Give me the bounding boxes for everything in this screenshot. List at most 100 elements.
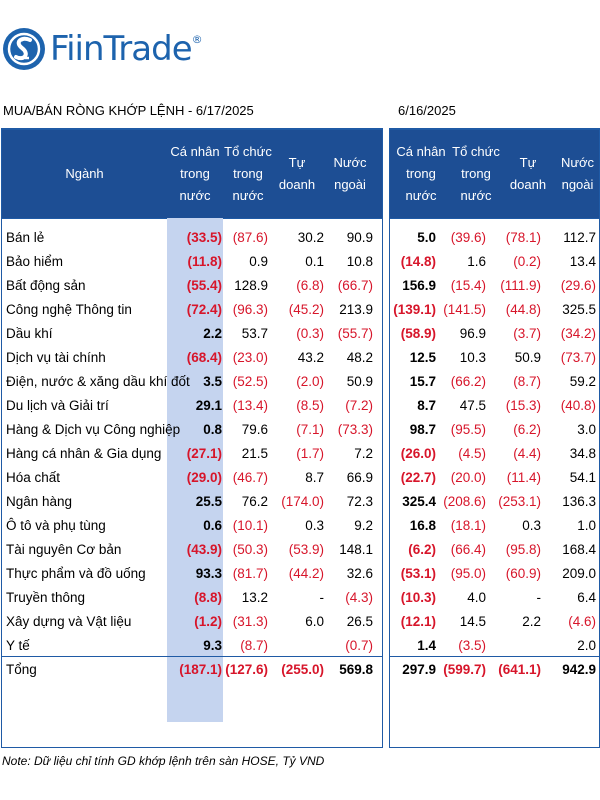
table-row: Bảo hiểm (11.8) 0.9 0.1 10.8: [2, 250, 382, 274]
table-row: Công nghệ Thông tin (72.4) (96.3) (45.2) 213…: [2, 298, 382, 322]
total-row: 297.9 (599.7) (641.1) 942.9: [390, 658, 599, 682]
foreign-value: 59.2: [569, 374, 596, 389]
proprietary-value: 6.0: [305, 614, 324, 629]
individual-value: (68.4): [186, 350, 222, 365]
brand-name: FiinTrade®: [50, 29, 203, 69]
table-row: Bất động sản (55.4) 128.9 (6.8) (66.7): [2, 274, 382, 298]
institution-value: (18.1): [450, 518, 486, 533]
individual-value: (27.1): [186, 446, 222, 461]
institution-value: (13.4): [232, 398, 268, 413]
header-foreign: Nước ngoài: [560, 155, 595, 192]
table-row: (12.1) 14.5 2.2 (4.6): [390, 610, 599, 634]
proprietary-value: 30.2: [297, 230, 324, 245]
foreign-value: (66.7): [337, 278, 373, 293]
institution-value: (52.5): [232, 374, 268, 389]
table-row: 5.0 (39.6) (78.1) 112.7: [390, 226, 599, 250]
proprietary-value: -: [319, 590, 325, 605]
table-row: (10.3) 4.0 - 6.4: [390, 586, 599, 610]
individual-value: 0.6: [203, 518, 222, 533]
institution-value: 47.5: [459, 398, 486, 413]
table-row: Truyền thông (8.8) 13.2 - (4.3): [2, 586, 382, 610]
individual-value: (33.5): [186, 230, 222, 245]
foreign-value: 72.3: [346, 494, 373, 509]
institution-value: 21.5: [241, 446, 268, 461]
proprietary-value: 0.3: [522, 518, 541, 533]
right-table-title: 6/16/2025: [398, 103, 456, 118]
individual-value: (55.4): [186, 278, 222, 293]
table-row: (14.8) 1.6 (0.2) 13.4: [390, 250, 599, 274]
individual-value: 98.7: [409, 422, 436, 437]
individual-value: 9.3: [203, 638, 222, 653]
foreign-value: (55.7): [337, 326, 373, 341]
proprietary-value: (641.1): [498, 662, 541, 677]
individual-value: 3.5: [203, 374, 222, 389]
table-row: Xây dựng và Vật liệu (1.2) (31.3) 6.0 26.5: [2, 610, 382, 634]
table-row: Tài nguyên Cơ bản (43.9) (50.3) (53.9) 148.1: [2, 538, 382, 562]
institution-value: 14.5: [459, 614, 486, 629]
individual-value: 2.2: [203, 326, 222, 341]
institution-value: (66.2): [450, 374, 486, 389]
foreign-value: (4.6): [568, 614, 596, 629]
table-row: 325.4 (208.6) (253.1) 136.3: [390, 490, 599, 514]
table-row: Hóa chất (29.0) (46.7) 8.7 66.9: [2, 466, 382, 490]
table-row: (53.1) (95.0) (60.9) 209.0: [390, 562, 599, 586]
proprietary-value: -: [536, 590, 542, 605]
foreign-value: 9.2: [354, 518, 373, 533]
table-row: (26.0) (4.5) (4.4) 34.8: [390, 442, 599, 466]
individual-value: 29.1: [195, 398, 222, 413]
institution-value: 4.0: [467, 590, 486, 605]
individual-value: (12.1): [400, 614, 436, 629]
total-label: Tổng: [6, 662, 37, 677]
proprietary-value: (2.0): [296, 374, 324, 389]
sector-name: Y tế: [6, 638, 30, 653]
sector-name: Du lịch và Giải trí: [6, 398, 109, 413]
proprietary-value: 2.2: [522, 614, 541, 629]
institution-value: 76.2: [241, 494, 268, 509]
table-header: Ngành Cá nhân trong nước Tổ chức trong nước …: [2, 130, 382, 219]
individual-value: (8.8): [194, 590, 222, 605]
institution-value: (3.5): [458, 638, 486, 653]
individual-value: (22.7): [400, 470, 436, 485]
proprietary-value: (45.2): [288, 302, 324, 317]
foreign-value: 325.5: [562, 302, 596, 317]
institution-value: (10.1): [232, 518, 268, 533]
table-row: Dầu khí 2.2 53.7 (0.3) (55.7): [2, 322, 382, 346]
table-2025-06-17: Ngành Cá nhân trong nước Tổ chức trong nước …: [1, 128, 383, 748]
proprietary-value: 8.7: [305, 470, 324, 485]
individual-value: (139.1): [393, 302, 436, 317]
institution-value: (39.6): [450, 230, 486, 245]
table-row: 1.4 (3.5) 2.0: [390, 634, 599, 658]
institution-value: (127.6): [225, 662, 268, 677]
proprietary-value: (255.0): [281, 662, 324, 677]
foreign-value: 1.0: [577, 518, 596, 533]
proprietary-value: (78.1): [505, 230, 541, 245]
institution-value: 96.9: [459, 326, 486, 341]
table-row: Bán lẻ (33.5) (87.6) 30.2 90.9: [2, 226, 382, 250]
proprietary-value: 0.3: [305, 518, 324, 533]
individual-value: 15.7: [409, 374, 436, 389]
foreign-value: 50.9: [346, 374, 373, 389]
proprietary-value: (60.9): [505, 566, 541, 581]
individual-value: 16.8: [409, 518, 436, 533]
institution-value: (81.7): [232, 566, 268, 581]
total-row: Tổng (187.1) (127.6) (255.0) 569.8: [2, 658, 382, 682]
individual-value: 5.0: [417, 230, 436, 245]
foreign-value: 54.1: [569, 470, 596, 485]
individual-value: 1.4: [417, 638, 436, 653]
table-row: Dịch vụ tài chính (68.4) (23.0) 43.2 48.2: [2, 346, 382, 370]
table-note: Note: Dữ liệu chỉ tính GD khớp lệnh trên…: [2, 754, 325, 768]
table-row: Thực phẩm và đồ uống 93.3 (81.7) (44.2) 32.6: [2, 562, 382, 586]
table-row: Hàng cá nhân & Gia dụng (27.1) 21.5 (1.7) 7.…: [2, 442, 382, 466]
sector-name: Ngân hàng: [6, 494, 73, 509]
individual-value: (43.9): [186, 542, 222, 557]
individual-value: (14.8): [400, 254, 436, 269]
individual-value: 12.5: [409, 350, 436, 365]
foreign-value: 3.0: [577, 422, 596, 437]
institution-value: 79.6: [241, 422, 268, 437]
proprietary-value: (253.1): [498, 494, 541, 509]
table-row: Điện, nước & xăng dầu khí đốt 3.5 (52.5) (2…: [2, 370, 382, 394]
proprietary-value: 0.1: [305, 254, 324, 269]
foreign-value: 569.8: [339, 662, 373, 677]
institution-value: 128.9: [234, 278, 268, 293]
proprietary-value: (11.4): [506, 470, 541, 485]
